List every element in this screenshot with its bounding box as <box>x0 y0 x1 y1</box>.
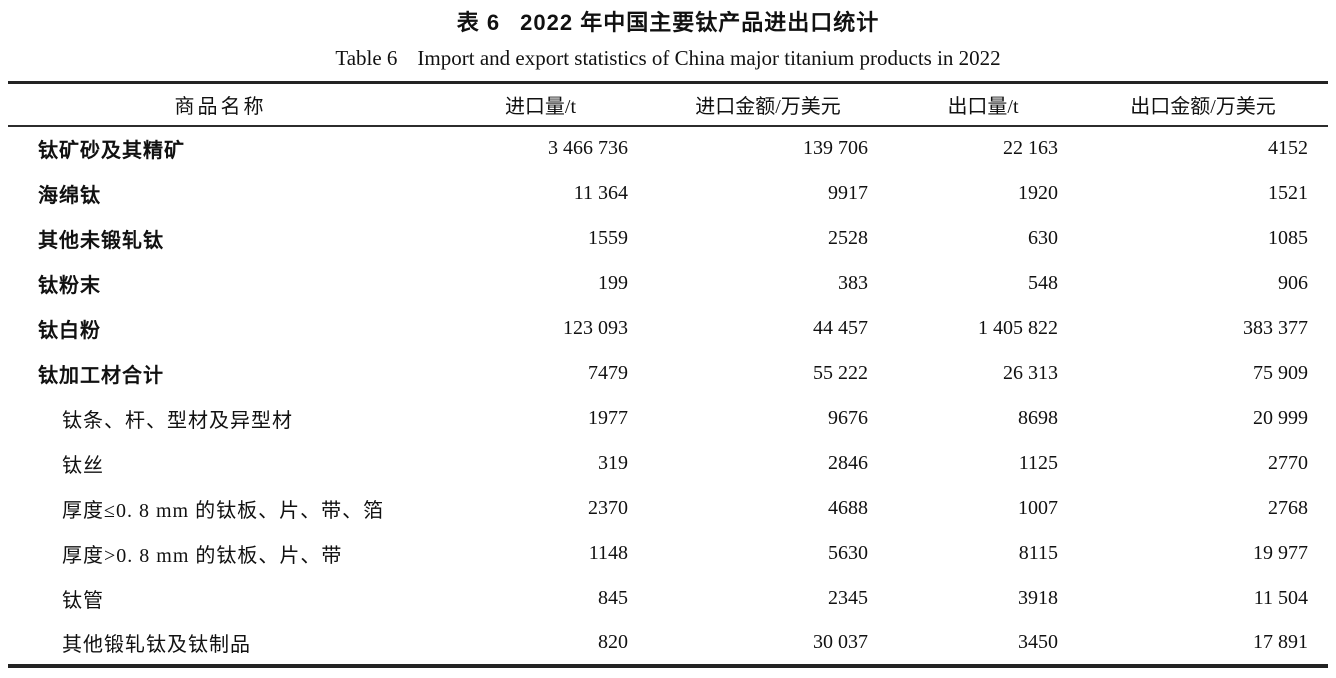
export-value-cell: 383 377 <box>1243 316 1308 339</box>
import-value-cell: 9676 <box>828 406 868 429</box>
import-qty-cell: 3 466 736 <box>548 137 628 159</box>
product-name-cell: 厚度≤0. 8 mm 的钛板、片、带、箔 <box>62 499 385 522</box>
import-qty-cell: 123 093 <box>563 316 628 339</box>
export-qty-cell: 26 313 <box>1003 361 1058 384</box>
import-value-cell: 383 <box>838 271 868 294</box>
export-value-cell: 1085 <box>1268 226 1308 249</box>
table-row: 钛加工材合计 7479 55 222 26 313 75 909 <box>8 351 1328 396</box>
import-qty-cell: 7479 <box>588 361 628 384</box>
product-name-cell: 其他未锻轧钛 <box>38 229 164 252</box>
product-name-cell: 钛粉末 <box>38 274 101 297</box>
import-value-cell: 2345 <box>828 586 868 609</box>
table-body: 钛矿砂及其精矿 3 466 736 139 706 22 163 4152 海绵… <box>8 126 1328 666</box>
product-name-cell: 钛矿砂及其精矿 <box>38 140 185 162</box>
export-value-cell: 17 891 <box>1253 630 1308 653</box>
table-row: 钛白粉 123 093 44 457 1 405 822 383 377 <box>8 306 1328 351</box>
import-value-cell: 2846 <box>828 451 868 474</box>
col-header-product-name: 商品名称 <box>8 82 433 127</box>
import-qty-cell: 845 <box>598 586 628 609</box>
export-value-cell: 20 999 <box>1253 406 1308 429</box>
import-value-cell: 139 706 <box>803 137 868 159</box>
table-row: 海绵钛 11 364 9917 1920 1521 <box>8 171 1328 216</box>
export-qty-cell: 8115 <box>1018 541 1058 564</box>
header-row: 商品名称 进口量/t 进口金额/万美元 出口量/t 出口金额/万美元 <box>8 82 1328 127</box>
export-qty-cell: 548 <box>1028 271 1058 294</box>
export-value-cell: 19 977 <box>1253 541 1308 564</box>
table-row: 钛条、杆、型材及异型材 1977 9676 8698 20 999 <box>8 396 1328 441</box>
export-qty-cell: 630 <box>1028 226 1058 249</box>
import-qty-cell: 1148 <box>588 541 628 564</box>
product-name-cell: 钛管 <box>62 589 104 612</box>
export-value-cell: 2770 <box>1268 451 1308 474</box>
export-qty-cell: 1 405 822 <box>978 316 1058 339</box>
export-qty-cell: 8698 <box>1018 406 1058 429</box>
import-value-cell: 9917 <box>828 181 868 204</box>
product-name-cell: 钛白粉 <box>38 319 101 342</box>
export-qty-cell: 1125 <box>1018 451 1058 474</box>
table-caption-en-text: Import and export statistics of China ma… <box>417 46 1001 70</box>
table-row: 厚度≤0. 8 mm 的钛板、片、带、箔 2370 4688 1007 2768 <box>8 486 1328 531</box>
import-value-cell: 4688 <box>828 496 868 519</box>
export-qty-cell: 3918 <box>1018 586 1058 609</box>
product-name-cell: 钛条、杆、型材及异型材 <box>62 409 293 432</box>
table-row: 钛矿砂及其精矿 3 466 736 139 706 22 163 4152 <box>8 126 1328 171</box>
table-caption-en-label: Table 6 <box>335 46 398 70</box>
export-value-cell: 75 909 <box>1253 361 1308 384</box>
titanium-import-export-table: 商品名称 进口量/t 进口金额/万美元 出口量/t 出口金额/万美元 钛矿砂及其… <box>8 81 1328 668</box>
table-row: 钛管 845 2345 3918 11 504 <box>8 576 1328 621</box>
export-value-cell: 4152 <box>1268 137 1308 159</box>
product-name-cell: 海绵钛 <box>38 184 101 207</box>
import-value-cell: 55 222 <box>813 361 868 384</box>
export-value-cell: 2768 <box>1268 496 1308 519</box>
export-qty-cell: 1920 <box>1018 181 1058 204</box>
export-value-cell: 11 504 <box>1253 586 1308 609</box>
table-row: 其他未锻轧钛 1559 2528 630 1085 <box>8 216 1328 261</box>
table-row: 钛粉末 199 383 548 906 <box>8 261 1328 306</box>
import-value-cell: 30 037 <box>813 630 868 653</box>
col-header-export-value: 出口金额/万美元 <box>1078 82 1328 127</box>
import-qty-cell: 2370 <box>588 496 628 519</box>
import-qty-cell: 1559 <box>588 226 628 249</box>
product-name-cell: 其他锻轧钛及钛制品 <box>62 633 251 656</box>
table-caption-zh: 表 6 2022 年中国主要钛产品进出口统计 <box>0 0 1336 39</box>
import-qty-cell: 319 <box>598 451 628 474</box>
col-header-import-value: 进口金额/万美元 <box>648 82 888 127</box>
product-name-cell: 钛丝 <box>62 454 104 477</box>
table-row: 钛丝 319 2846 1125 2770 <box>8 441 1328 486</box>
product-name-cell: 厚度>0. 8 mm 的钛板、片、带 <box>62 544 343 567</box>
import-qty-cell: 820 <box>598 630 628 653</box>
import-value-cell: 44 457 <box>813 316 868 339</box>
export-qty-cell: 1007 <box>1018 496 1058 519</box>
export-qty-cell: 22 163 <box>1003 137 1058 159</box>
export-qty-cell: 3450 <box>1018 630 1058 653</box>
import-qty-cell: 199 <box>598 271 628 294</box>
import-qty-cell: 1977 <box>588 406 628 429</box>
table-caption-zh-text: 2022 年中国主要钛产品进出口统计 <box>520 10 880 35</box>
table-caption-en: Table 6 Import and export statistics of C… <box>0 39 1336 79</box>
export-value-cell: 906 <box>1278 271 1308 294</box>
col-header-export-qty: 出口量/t <box>888 82 1078 127</box>
import-qty-cell: 11 364 <box>573 181 628 204</box>
product-name-cell: 钛加工材合计 <box>38 364 164 387</box>
table-row: 其他锻轧钛及钛制品 820 30 037 3450 17 891 <box>8 621 1328 666</box>
export-value-cell: 1521 <box>1268 181 1308 204</box>
import-value-cell: 5630 <box>828 541 868 564</box>
import-value-cell: 2528 <box>828 226 868 249</box>
table-row: 厚度>0. 8 mm 的钛板、片、带 1148 5630 8115 19 977 <box>8 531 1328 576</box>
col-header-import-qty: 进口量/t <box>433 82 648 127</box>
table-caption-zh-label: 表 6 <box>456 10 501 35</box>
